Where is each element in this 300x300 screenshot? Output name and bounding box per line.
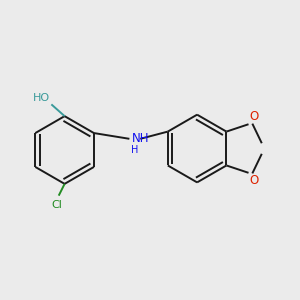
Text: Cl: Cl	[52, 200, 63, 210]
Text: HO: HO	[33, 93, 50, 103]
Text: O: O	[249, 174, 258, 187]
Text: NH: NH	[131, 132, 149, 145]
Text: H: H	[131, 145, 138, 155]
Text: O: O	[249, 110, 258, 123]
